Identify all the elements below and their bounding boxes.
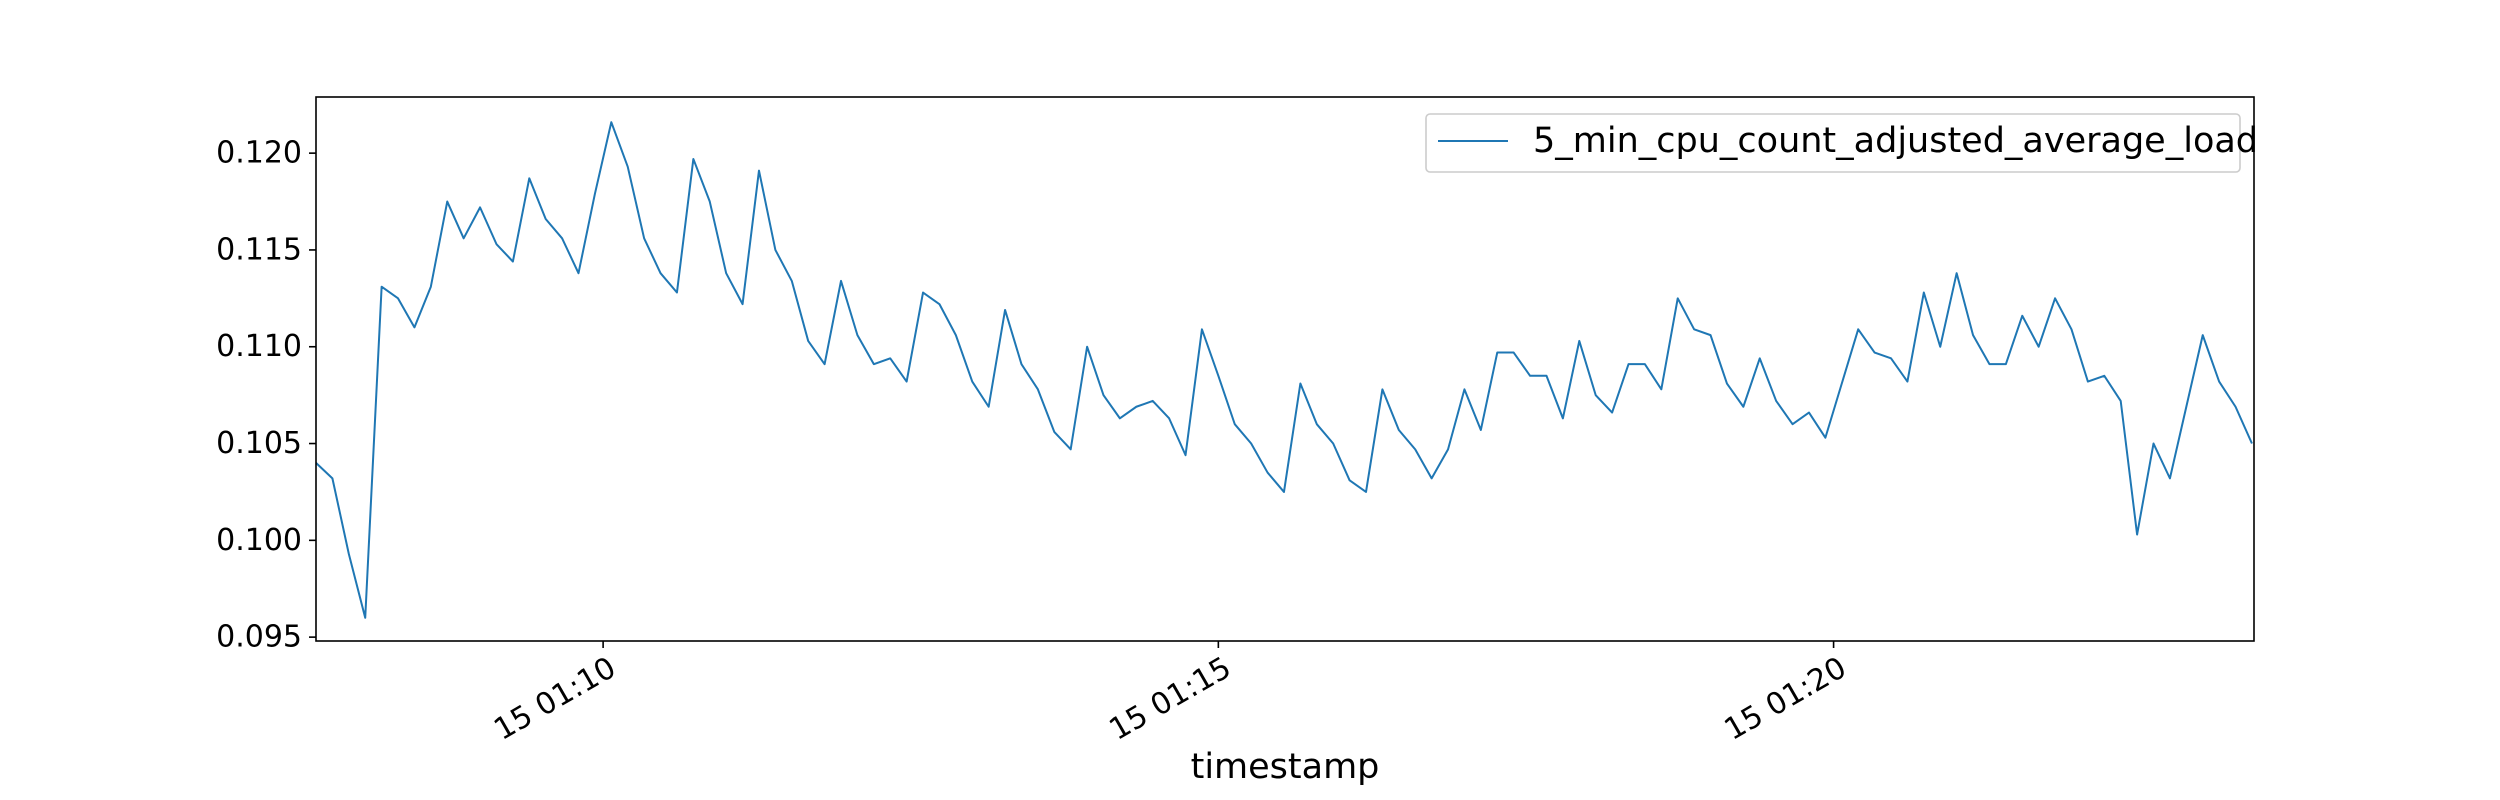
legend-label: 5_min_cpu_count_adjusted_average_load <box>1533 121 2258 161</box>
x-axis-title: timestamp <box>1191 747 1380 787</box>
plot-area <box>315 96 2255 642</box>
axes-background <box>316 97 2254 641</box>
legend-box <box>1425 113 2241 173</box>
axes-frame <box>315 96 2255 642</box>
series-layer <box>315 121 2253 619</box>
y-tick-label: 0.105 <box>216 426 302 461</box>
y-tick-label: 0.120 <box>216 136 302 171</box>
y-tick-label: 0.115 <box>216 232 302 267</box>
y-tick-label: 0.095 <box>216 620 302 655</box>
y-tick-label: 0.100 <box>216 523 302 558</box>
y-axis: 0.095 0.100 0.105 0.110 0.115 0.120 <box>216 136 316 655</box>
legend: 5_min_cpu_count_adjusted_average_load <box>1425 113 2258 173</box>
series-line-load <box>315 121 2253 619</box>
y-tick-label: 0.110 <box>216 329 302 364</box>
